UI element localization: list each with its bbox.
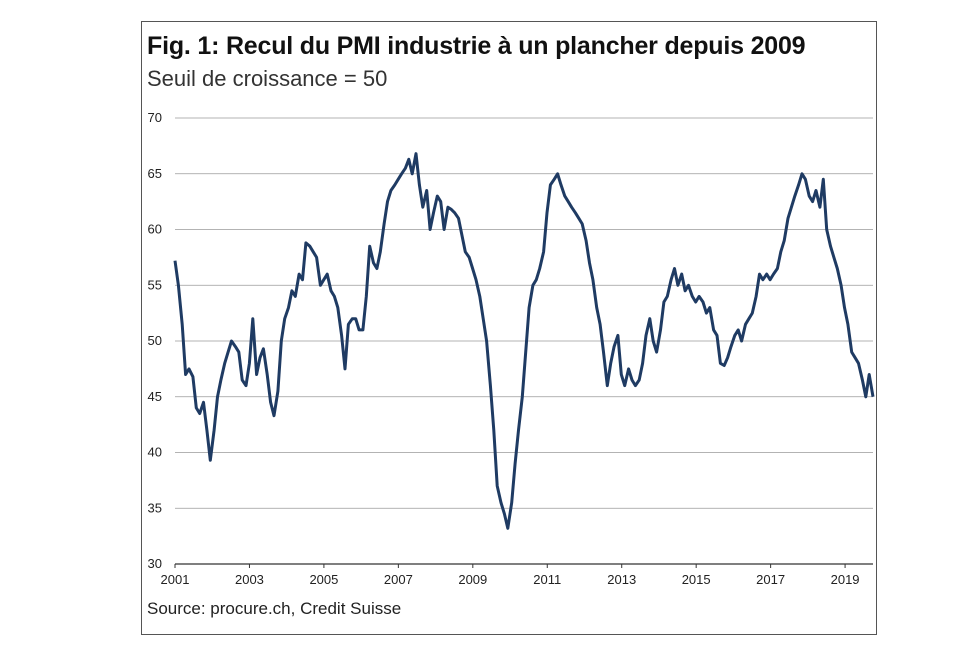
x-tick-label: 2019 xyxy=(831,572,860,587)
y-tick-label: 60 xyxy=(148,222,162,237)
y-tick-label: 30 xyxy=(148,556,162,571)
x-tick-label: 2007 xyxy=(384,572,413,587)
x-tick-label: 2005 xyxy=(309,572,338,587)
y-tick-label: 40 xyxy=(148,445,162,460)
y-tick-label: 70 xyxy=(148,110,162,125)
y-tick-label: 55 xyxy=(148,277,162,292)
chart-subtitle: Seuil de croissance = 50 xyxy=(147,66,388,91)
chart-frame xyxy=(141,21,877,635)
x-axis-ticks: 2001 2003 2005 2007 2009 2011 2013 2015 2017 2019 xyxy=(161,564,860,587)
chart-title: Fig. 1: Recul du PMI industrie à un plan… xyxy=(147,32,806,60)
x-tick-label: 2003 xyxy=(235,572,264,587)
y-tick-label: 45 xyxy=(148,389,162,404)
series-line-0 xyxy=(173,152,875,530)
y-axis-ticks: 30 35 40 45 50 55 60 65 70 xyxy=(148,110,162,571)
y-tick-label: 35 xyxy=(148,500,162,515)
x-tick-label: 2013 xyxy=(607,572,636,587)
grid-lines xyxy=(175,117,873,565)
y-tick-label: 65 xyxy=(148,166,162,181)
y-tick-label: 50 xyxy=(148,333,162,348)
x-tick-label: 2015 xyxy=(682,572,711,587)
x-tick-label: 2017 xyxy=(756,572,785,587)
series-group xyxy=(173,152,875,530)
x-tick-label: 2001 xyxy=(161,572,190,587)
chart-source: Source: procure.ch, Credit Suisse xyxy=(147,599,402,618)
x-tick-label: 2011 xyxy=(533,572,561,587)
x-tick-label: 2009 xyxy=(458,572,487,587)
